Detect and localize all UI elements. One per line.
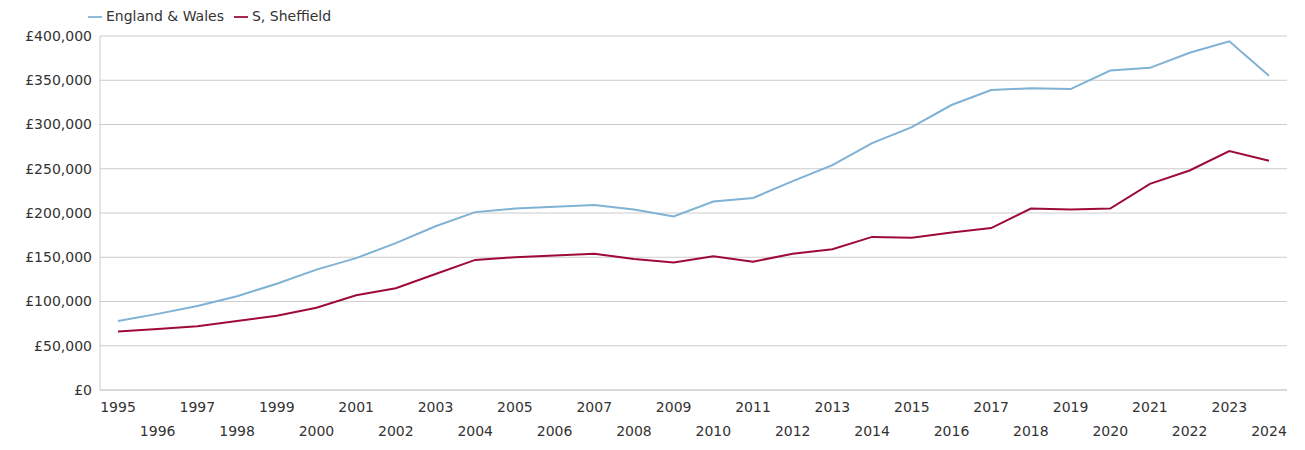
svg-text:2001: 2001	[338, 399, 374, 415]
html-text:England & Wales: England & Wales	[106, 8, 224, 24]
svg-text:£0: £0	[74, 382, 92, 398]
svg-text:£300,000: £300,000	[25, 116, 92, 132]
svg-text:1999: 1999	[259, 399, 295, 415]
svg-text:2006: 2006	[537, 423, 573, 439]
svg-text:2020: 2020	[1092, 423, 1128, 439]
svg-text:2018: 2018	[1013, 423, 1049, 439]
svg-text:2023: 2023	[1211, 399, 1247, 415]
svg-text:2004: 2004	[457, 423, 493, 439]
svg-text:£100,000: £100,000	[25, 293, 92, 309]
svg-text:1996: 1996	[140, 423, 176, 439]
html-text:S, Sheffield: S, Sheffield	[252, 8, 332, 24]
svg-text:2024: 2024	[1251, 423, 1287, 439]
svg-text:2002: 2002	[378, 423, 414, 439]
svg-text:£50,000: £50,000	[34, 338, 92, 354]
svg-text:£150,000: £150,000	[25, 249, 92, 265]
svg-text:2009: 2009	[656, 399, 692, 415]
svg-text:2017: 2017	[973, 399, 1009, 415]
svg-text:£400,000: £400,000	[25, 28, 92, 44]
svg-text:2016: 2016	[934, 423, 970, 439]
svg-text:2014: 2014	[854, 423, 890, 439]
svg-text:1998: 1998	[219, 423, 255, 439]
svg-text:£250,000: £250,000	[25, 161, 92, 177]
svg-text:2000: 2000	[299, 423, 335, 439]
svg-text:2012: 2012	[775, 423, 811, 439]
svg-text:2011: 2011	[735, 399, 771, 415]
svg-text:2007: 2007	[576, 399, 612, 415]
svg-text:2010: 2010	[696, 423, 732, 439]
svg-text:2005: 2005	[497, 399, 533, 415]
svg-text:1997: 1997	[180, 399, 216, 415]
svg-text:2003: 2003	[418, 399, 454, 415]
svg-text:£200,000: £200,000	[25, 205, 92, 221]
svg-text:2015: 2015	[894, 399, 930, 415]
svg-text:2019: 2019	[1053, 399, 1089, 415]
svg-text:2022: 2022	[1172, 423, 1208, 439]
svg-text:2021: 2021	[1132, 399, 1168, 415]
svg-text:£350,000: £350,000	[25, 72, 92, 88]
svg-text:2008: 2008	[616, 423, 652, 439]
svg-text:1995: 1995	[100, 399, 136, 415]
svg-text:2013: 2013	[815, 399, 851, 415]
